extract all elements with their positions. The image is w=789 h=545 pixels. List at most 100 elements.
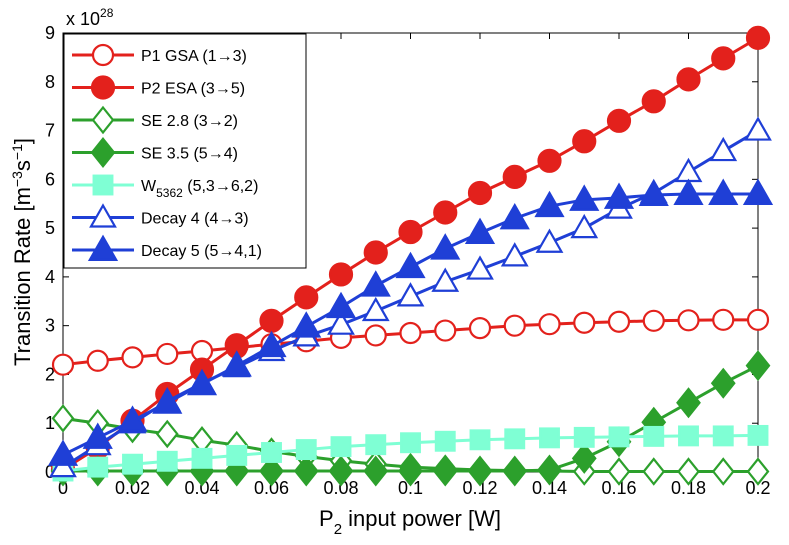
data-point [535,228,564,253]
x-tick-label: 0.18 [671,478,706,498]
data-point [434,319,457,342]
legend-marker [91,43,115,67]
data-point [642,309,665,332]
data-point [712,308,735,331]
data-point [293,455,319,487]
x-tick-label: 0.2 [745,478,770,498]
data-point [294,285,319,310]
y-tick-label: 6 [45,169,55,189]
data-point [677,309,700,332]
legend-item: W5362 (5,3→6,2) [72,174,258,200]
data-point [432,455,458,487]
data-point [259,308,284,333]
data-point [573,426,595,448]
series-0 [51,308,770,376]
y-tick-label: 9 [45,23,55,43]
series-layer [47,25,774,487]
data-point [571,442,597,474]
data-point [710,367,736,399]
data-point [291,311,322,338]
y-tick-label: 3 [45,316,55,336]
legend-marker [92,174,114,196]
data-point [745,350,771,382]
data-point [330,436,352,458]
x-tick-label: 0.02 [115,478,150,498]
data-point [499,202,530,230]
data-point [502,455,528,487]
data-point [607,457,631,486]
data-point [399,321,422,345]
data-point [534,190,565,218]
data-point [537,454,562,486]
data-point [261,442,282,463]
legend-marker [89,203,117,228]
data-point [152,387,183,414]
y-tick-label: 5 [45,218,55,238]
data-point [467,180,493,206]
x-axis-label: P2 input power [W] [319,506,501,538]
data-point [117,405,148,432]
x-tick-label: 0.08 [323,478,358,498]
legend-label: W5362 (5,3→6,2) [141,178,258,200]
data-point [677,457,700,486]
legend-item: SE 3.5 (5→4) [72,136,238,169]
data-point [712,425,734,447]
y-axis-label: Transition Rate [m−3s−1] [9,138,35,366]
data-point [638,179,669,206]
data-point [742,178,774,205]
data-point [468,317,492,340]
data-point [156,342,179,366]
data-point [502,164,527,189]
data-point [398,455,423,487]
data-point [295,439,317,461]
x-tick-label: 0.14 [532,478,567,498]
data-point [86,349,109,372]
data-point [606,108,632,133]
series-6 [47,178,774,466]
data-point [603,182,635,209]
legend-label: P1 GSA (1→3) [141,48,247,65]
legend-marker [91,105,115,135]
data-point [467,455,493,487]
legend-marker [90,136,116,169]
data-point [711,457,735,486]
data-point [433,200,458,225]
data-point [122,453,143,475]
data-point [711,46,736,71]
y-tick-label: 4 [45,267,55,287]
legend-marker [87,234,119,261]
data-point [676,387,701,419]
legend-label: Decay 4 (4→3) [141,211,249,228]
legend-item: P1 GSA (1→3) [72,43,247,67]
data-point [87,456,109,478]
data-point [708,178,739,205]
data-point [156,450,178,472]
data-point [400,432,421,454]
legend-marker [90,75,116,100]
data-point [361,296,390,322]
data-point [226,444,248,466]
data-point [573,311,596,334]
data-point [363,455,389,487]
data-point [221,350,252,377]
x-tick-label: 0.06 [254,478,289,498]
data-point [327,310,355,335]
data-point [360,270,391,297]
data-point [503,314,526,337]
legend-label: SE 3.5 (5→4) [141,146,238,163]
data-point [570,213,599,239]
data-point [365,434,387,456]
data-point [537,148,562,173]
data-point [398,219,423,245]
data-point [504,428,526,450]
x-tick-label: 0 [58,478,68,498]
data-point [747,424,769,446]
y-exponent-label: x 1028 [66,6,114,29]
y-tick-label: 0 [45,462,55,482]
data-point [395,251,426,279]
data-point [328,455,354,487]
data-point [469,429,491,451]
data-point [155,419,179,449]
x-tick-label: 0.16 [601,478,636,498]
